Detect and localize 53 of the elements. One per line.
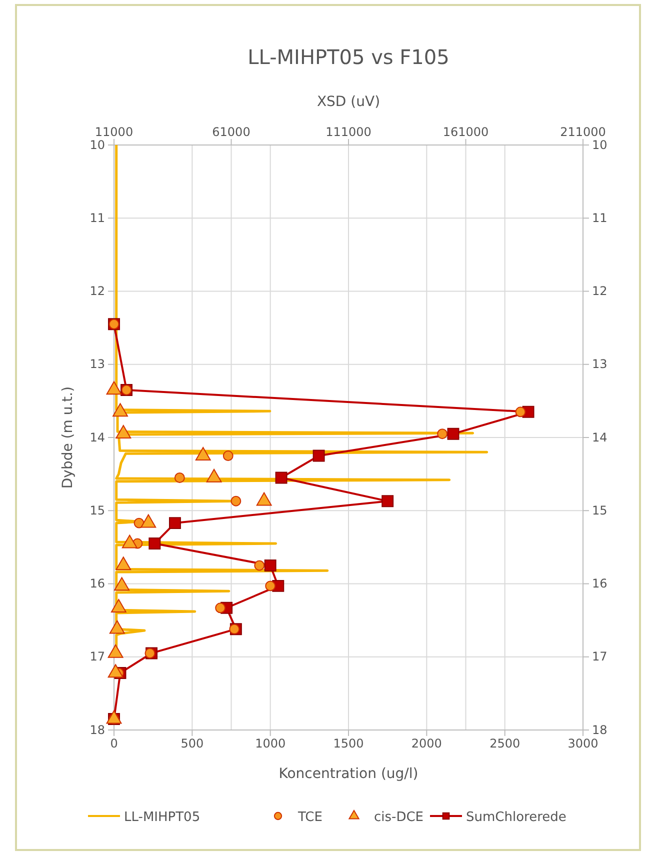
y-tick-label: 15 (90, 503, 105, 518)
point (265, 580, 276, 592)
y-axis-title: Dybde (m u.t.) (60, 386, 76, 489)
y-tick-label: 16 (90, 576, 105, 591)
x2-tick-label: 61000 (212, 125, 250, 139)
y-tick-label: 10 (90, 138, 105, 152)
y2-tick-label: 15 (592, 503, 608, 518)
x-axis-title: Koncentration (ug/l) (278, 766, 418, 782)
x-tick-label: 1000 (255, 736, 286, 751)
y-tick-label: 18 (90, 722, 105, 737)
x2-tick-label: 161000 (442, 125, 489, 139)
y2-tick-label: 14 (592, 430, 608, 444)
y2-tick-label: 11 (592, 210, 608, 225)
point (515, 406, 526, 418)
x-tick-label: 3000 (568, 736, 598, 751)
y-tick-label: 17 (90, 650, 105, 664)
x2-tick-label: 211000 (560, 125, 606, 139)
x-tick-label: 1500 (333, 736, 364, 751)
legend-label: LL-MIHPT05 (124, 810, 200, 825)
point (254, 560, 265, 571)
point (215, 602, 226, 614)
x2-tick-label: 11000 (94, 125, 134, 139)
x2-tick-label: 111000 (326, 125, 372, 139)
y-tick-label: 13 (90, 357, 105, 372)
y2-tick-label: 12 (592, 284, 608, 298)
y-tick-label: 12 (90, 284, 105, 298)
point (148, 538, 161, 550)
point (222, 450, 234, 461)
point (382, 495, 394, 508)
point (312, 450, 325, 462)
y-tick-label: 11 (90, 210, 105, 225)
legend-label: TCE (297, 810, 322, 825)
y2-tick-label: 16 (592, 576, 608, 591)
point (275, 472, 288, 484)
x-tick-label: 2500 (490, 736, 520, 751)
x-tick-label: 0 (110, 736, 118, 751)
x-tick-label: 500 (180, 736, 204, 751)
y-tick-label: 14 (90, 430, 105, 444)
y2-tick-label: 13 (592, 357, 608, 372)
y2-tick-label: 10 (592, 138, 608, 152)
point (168, 517, 181, 530)
point (174, 472, 185, 483)
legend-label: cis-DCE (374, 810, 424, 825)
point (447, 428, 460, 440)
x-tick-label: 2000 (411, 736, 442, 751)
point (264, 559, 276, 572)
legend-label: SumChlorerede (466, 810, 566, 825)
y2-tick-label: 17 (592, 650, 608, 664)
point (437, 428, 448, 440)
point (230, 496, 242, 506)
chart-title: LL-MIHPT05 vs F105 (248, 45, 450, 69)
y2-tick-label: 18 (592, 722, 608, 737)
x2-axis-title: XSD (uV) (316, 94, 380, 110)
